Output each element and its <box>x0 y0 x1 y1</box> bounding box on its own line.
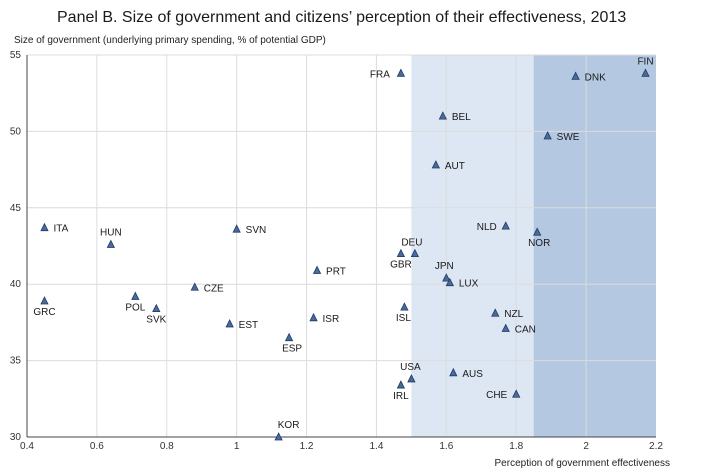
point-label-svn: SVN <box>246 225 267 236</box>
point-marker-dnk <box>571 71 580 80</box>
point-marker-ita <box>40 222 49 232</box>
x-tick-label: 0.4 <box>20 441 34 452</box>
point-label-kor: KOR <box>278 420 300 431</box>
point-marker-grc <box>40 296 49 305</box>
point-label-hun: HUN <box>100 227 122 238</box>
point-label-nld: NLD <box>477 222 497 233</box>
point-marker-isl <box>400 302 409 311</box>
y-tick-label: 55 <box>10 50 22 61</box>
point-label-esp: ESP <box>282 344 302 355</box>
x-tick-label: 0.8 <box>160 441 174 452</box>
point-label-usa: USA <box>400 362 421 373</box>
point-label-can: CAN <box>515 325 536 336</box>
point-marker-can <box>501 323 510 332</box>
point-label-cze: CZE <box>204 283 224 294</box>
point-label-nor: NOR <box>528 238 550 249</box>
shaded-regions <box>411 55 656 437</box>
x-tick-label: 2 <box>583 441 589 452</box>
point-marker-jpn <box>442 273 451 282</box>
point-label-aut: AUT <box>445 161 465 172</box>
point-label-fin: FIN <box>637 56 653 67</box>
point-label-bel: BEL <box>452 112 471 123</box>
y-tick-label: 45 <box>10 203 22 214</box>
point-label-deu: DEU <box>401 238 422 249</box>
point-label-jpn: JPN <box>435 261 454 272</box>
point-label-svk: SVK <box>146 315 166 326</box>
point-label-lux: LUX <box>459 279 479 290</box>
point-label-gbr: GBR <box>390 260 412 271</box>
point-label-prt: PRT <box>326 266 346 277</box>
x-tick-label: 1 <box>234 441 240 452</box>
point-label-swe: SWE <box>557 132 580 143</box>
x-tick-label: 1.8 <box>509 441 523 452</box>
point-marker-kor <box>274 432 283 441</box>
x-axis-label: Perception of government effectiveness <box>495 458 670 469</box>
point-marker-nor <box>533 227 542 236</box>
axes <box>26 55 656 438</box>
point-label-aus: AUS <box>462 369 483 380</box>
point-marker-svn <box>232 224 241 233</box>
x-tick-label: 1.6 <box>439 441 453 452</box>
x-tick-labels: 0.4 0.6 0.8 1 1.2 1.4 1.6 1.8 2 2.2 <box>20 441 663 452</box>
point-marker-gbr <box>396 248 406 258</box>
point-marker-lux <box>445 277 454 287</box>
y-tick-labels: 30 35 40 45 50 55 <box>10 50 22 443</box>
point-label-ita: ITA <box>53 224 68 235</box>
point-marker-irl <box>396 380 406 389</box>
point-marker-bel <box>438 111 447 120</box>
point-marker-aus <box>449 367 458 377</box>
point-marker-svk <box>152 303 161 313</box>
x-tick-label: 2.2 <box>649 441 663 452</box>
point-marker-che <box>512 389 521 398</box>
y-tick-label: 35 <box>10 356 22 367</box>
y-tick-label: 30 <box>10 432 22 443</box>
data-points: FIN DNK FRA BEL SWE AUT ITA SVN NLD NOR HUN DEU GBR P… <box>33 56 654 441</box>
point-label-grc: GRC <box>33 307 55 318</box>
point-label-pol: POL <box>125 302 145 313</box>
point-marker-isr <box>309 312 318 322</box>
point-label-est: EST <box>239 320 258 331</box>
x-tick-label: 1.4 <box>369 441 383 452</box>
point-label-fra: FRA <box>370 69 390 80</box>
y-axis-label: Size of government (underlying primary s… <box>14 35 326 46</box>
point-label-isr: ISR <box>323 314 340 325</box>
point-marker-nzl <box>491 308 500 317</box>
point-marker-prt <box>312 265 322 274</box>
point-marker-esp <box>284 332 294 342</box>
shaded-region-2 <box>533 55 656 437</box>
point-label-che: CHE <box>486 390 507 401</box>
point-marker-fin <box>641 68 650 77</box>
point-label-dnk: DNK <box>585 72 606 83</box>
point-marker-swe <box>543 131 552 140</box>
x-tick-label: 0.6 <box>90 441 104 452</box>
point-marker-pol <box>131 291 140 300</box>
point-marker-nld <box>501 221 510 230</box>
shaded-region-1 <box>411 55 534 437</box>
point-marker-hun <box>106 239 116 248</box>
point-label-irl: IRL <box>393 391 409 402</box>
x-tick-label: 1.2 <box>300 441 314 452</box>
point-label-isl: ISL <box>396 313 411 324</box>
point-label-nzl: NZL <box>504 309 523 320</box>
y-tick-label: 40 <box>10 279 22 290</box>
point-marker-aut <box>431 160 440 169</box>
y-tick-label: 50 <box>10 126 22 137</box>
point-marker-deu <box>410 248 420 258</box>
chart-title: Panel B. Size of government and citizens… <box>57 9 626 26</box>
point-marker-est <box>225 319 234 328</box>
point-marker-usa <box>407 374 416 383</box>
point-marker-cze <box>190 282 199 291</box>
point-marker-fra <box>396 68 406 77</box>
